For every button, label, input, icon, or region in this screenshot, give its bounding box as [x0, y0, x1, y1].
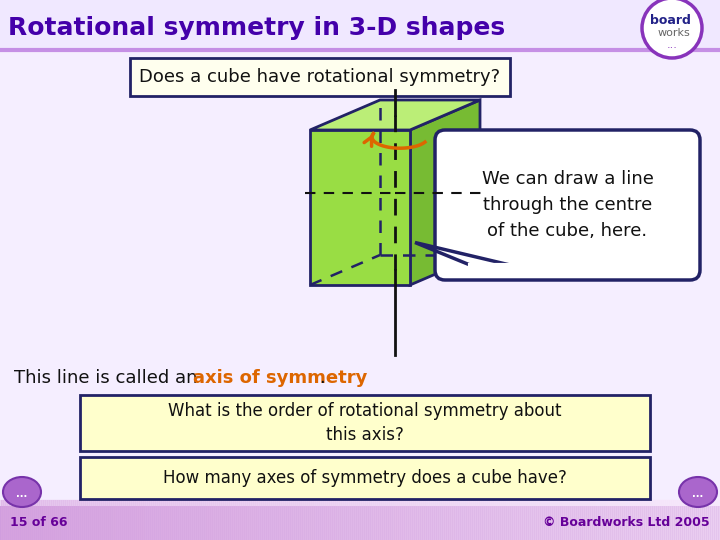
- Text: ...: ...: [693, 489, 703, 499]
- Text: What is the order of rotational symmetry about
this axis?: What is the order of rotational symmetry…: [168, 402, 562, 444]
- Text: This line is called an: This line is called an: [14, 369, 203, 387]
- Text: ...: ...: [667, 40, 678, 50]
- FancyBboxPatch shape: [80, 457, 650, 499]
- Text: Rotational symmetry in 3-D shapes: Rotational symmetry in 3-D shapes: [8, 16, 505, 40]
- Text: axis of symmetry: axis of symmetry: [194, 369, 368, 387]
- FancyBboxPatch shape: [80, 395, 650, 451]
- Text: © Boardworks Ltd 2005: © Boardworks Ltd 2005: [544, 516, 710, 530]
- Circle shape: [642, 0, 702, 58]
- FancyBboxPatch shape: [435, 130, 700, 280]
- Text: .: .: [319, 369, 325, 387]
- Text: ...: ...: [17, 489, 27, 499]
- Text: How many axes of symmetry does a cube have?: How many axes of symmetry does a cube ha…: [163, 469, 567, 487]
- Bar: [0, 0, 720, 50]
- Text: works: works: [657, 28, 690, 38]
- Polygon shape: [310, 100, 480, 130]
- Ellipse shape: [3, 477, 41, 507]
- Polygon shape: [415, 242, 510, 265]
- Ellipse shape: [679, 477, 717, 507]
- Text: board: board: [649, 15, 690, 28]
- Bar: [0, 506, 720, 540]
- Text: We can draw a line
through the centre
of the cube, here.: We can draw a line through the centre of…: [482, 170, 654, 240]
- Polygon shape: [310, 130, 410, 285]
- Polygon shape: [410, 100, 480, 285]
- FancyBboxPatch shape: [130, 58, 510, 96]
- Text: Does a cube have rotational symmetry?: Does a cube have rotational symmetry?: [140, 68, 500, 86]
- Text: 15 of 66: 15 of 66: [10, 516, 68, 530]
